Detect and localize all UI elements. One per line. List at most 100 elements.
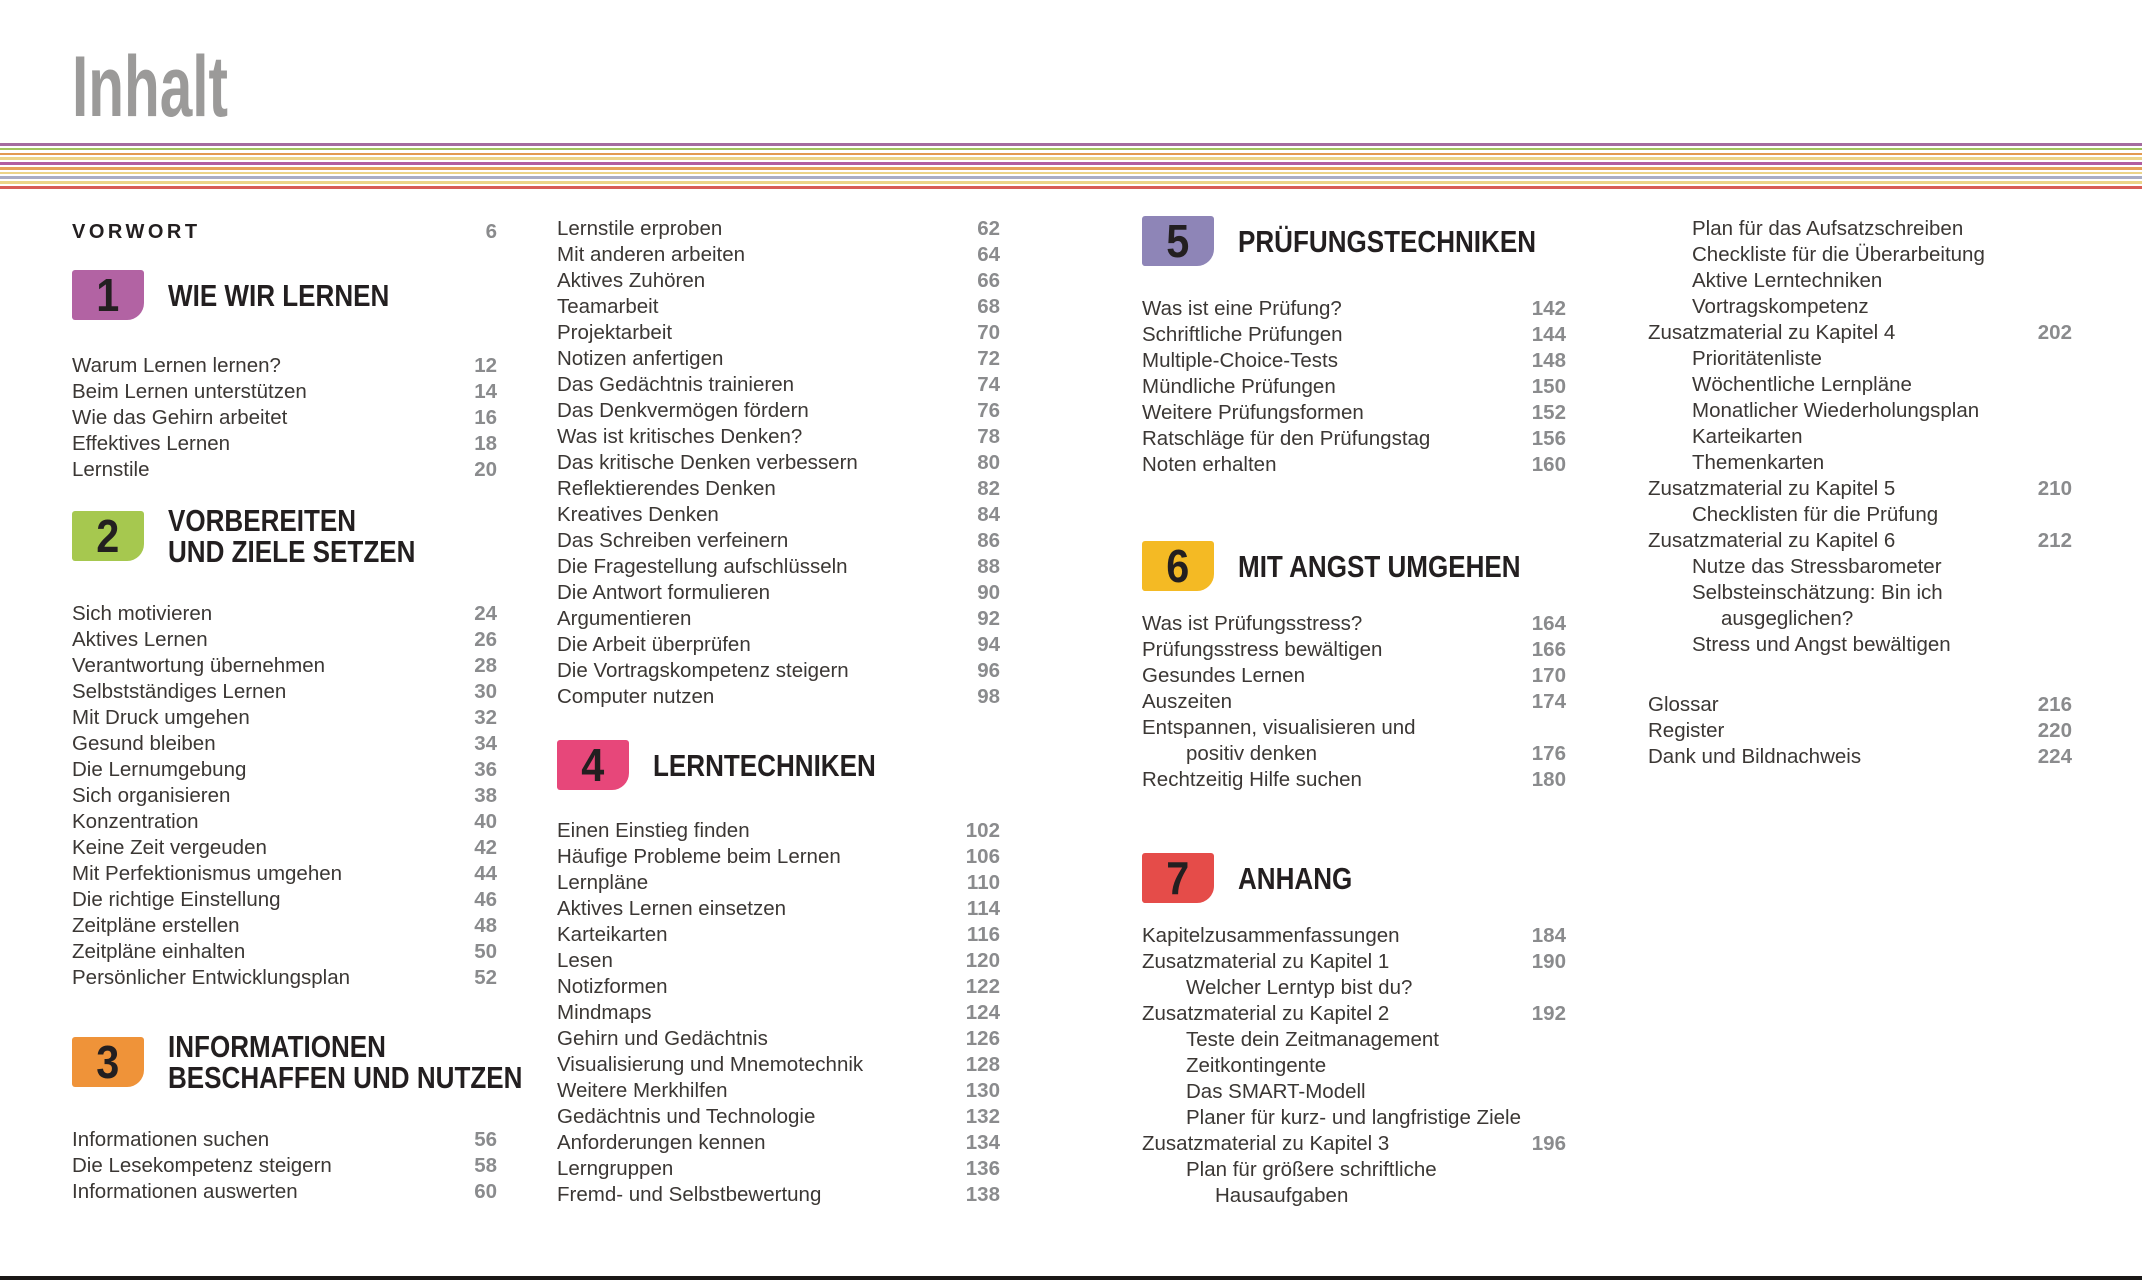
toc-entry: Lernstile 20: [72, 457, 497, 483]
toc-entry-label: Warum Lernen lernen?: [72, 354, 281, 377]
toc-entry-label: Notizformen: [557, 975, 668, 998]
toc-entry: Die richtige Einstellung 46: [72, 887, 497, 913]
toc-entry: Die Fragestellung aufschlüsseln 88: [557, 554, 1000, 580]
toc-entry-label: Glossar: [1648, 693, 1719, 716]
toc-entry-page-number: 80: [977, 451, 1000, 474]
toc-entry-label: Zusatzmaterial zu Kapitel 3: [1142, 1132, 1390, 1155]
vorwort-entries: VORWORT 6: [72, 219, 497, 245]
toc-entry-page-number: 38: [474, 784, 497, 807]
toc-entry-label: Plan für das Aufsatzschreiben: [1692, 217, 1964, 240]
chapter-3-badge: 3: [72, 1037, 144, 1087]
toc-entry: Keine Zeit vergeuden 42: [72, 835, 497, 861]
toc-entry-page-number: 32: [474, 706, 497, 729]
toc-entry: Zeitpläne erstellen 48: [72, 913, 497, 939]
toc-entry-label: Checklisten für die Prüfung: [1692, 503, 1939, 526]
chapter-6-badge: 6: [1142, 541, 1214, 591]
chapter-title-line: VORBEREITEN: [168, 503, 357, 538]
toc-entry: Lesen 120: [557, 948, 1000, 974]
toc-entry-label: Verantwortung übernehmen: [72, 654, 326, 677]
toc-entry-page-number: 116: [966, 923, 1000, 946]
stripe-2: [0, 147, 2142, 151]
toc-entry-label: Kreatives Denken: [557, 503, 719, 526]
toc-entry-label: Aktive Lerntechniken: [1692, 269, 1883, 292]
toc-entry-label: Dank und Bildnachweis: [1648, 745, 1862, 768]
toc-entry-label: Multiple-Choice-Tests: [1142, 349, 1338, 372]
toc-entry-page-number: 12: [474, 354, 497, 377]
toc-entry: Zeitpläne einhalten 50: [72, 939, 497, 965]
toc-entry-page-number: 60: [474, 1180, 497, 1203]
toc-entry-label: Computer nutzen: [557, 685, 715, 708]
stripe-1: [0, 143, 2142, 146]
toc-entry-page-number: 70: [977, 321, 1000, 344]
toc-entry: Karteikarten: [1648, 424, 2072, 450]
toc-entry-label: Schriftliche Prüfungen: [1142, 323, 1343, 346]
toc-entry-label: Noten erhalten: [1142, 453, 1277, 476]
toc-entry: Die Arbeit überprüfen 94: [557, 632, 1000, 658]
toc-entry-label: Weitere Prüfungsformen: [1142, 401, 1364, 424]
stripe-3: [0, 152, 2142, 156]
chapter-5-entries: Was ist eine Prüfung? 142 Schriftliche Prü…: [1142, 296, 1566, 478]
toc-entry-page-number: 122: [965, 975, 1000, 998]
toc-entry: Häufige Probleme beim Lernen 106: [557, 844, 1000, 870]
toc-entry: Argumentieren 92: [557, 606, 1000, 632]
toc-entry-page-number: 114: [966, 897, 1000, 920]
toc-entry-label: VORWORT: [72, 221, 201, 243]
toc-entry: Checkliste für die Überarbeitung: [1648, 242, 2072, 268]
toc-entry-label: Anforderungen kennen: [557, 1131, 766, 1154]
chapter-7-badge: 7: [1142, 853, 1214, 903]
chapter-4-header: 4 LERNTECHNIKEN: [557, 740, 1000, 790]
chapter-title: PRÜFUNGSTECHNIKEN: [1238, 226, 1536, 257]
chapter-5-badge: 5: [1142, 216, 1214, 266]
toc-entry: Gesundes Lernen 170: [1142, 663, 1566, 689]
chapter-3-entries: Informationen suchen 56 Die Lesekompetenz …: [72, 1127, 497, 1205]
toc-entry: Lerngruppen 136: [557, 1156, 1000, 1182]
toc-entry-page-number: 130: [965, 1079, 1000, 1102]
toc-entry-label: Das Denkvermögen fördern: [557, 399, 809, 422]
toc-entry-label: Zusatzmaterial zu Kapitel 6: [1648, 529, 1896, 552]
toc-entry-label: Prüfungsstress bewältigen: [1142, 638, 1383, 661]
toc-entry: Effektives Lernen 18: [72, 431, 497, 457]
toc-entry: Das Denkvermögen fördern 76: [557, 398, 1000, 424]
toc-entry-page-number: 120: [965, 949, 1000, 972]
toc-entry: Entspannen, visualisieren und: [1142, 715, 1566, 741]
toc-entry-page-number: 64: [977, 243, 1000, 266]
toc-entry: Themenkarten: [1648, 450, 2072, 476]
toc-entry-label: Das Gedächtnis trainieren: [557, 373, 795, 396]
toc-entry: Prüfungsstress bewältigen 166: [1142, 637, 1566, 663]
toc-entry: Welcher Lerntyp bist du?: [1142, 975, 1566, 1001]
toc-entry: Auszeiten 174: [1142, 689, 1566, 715]
toc-entry: Gehirn und Gedächtnis 126: [557, 1026, 1000, 1052]
toc-entry-label: Lernstile erproben: [557, 217, 723, 240]
toc-entry-label: Prioritätenliste: [1692, 347, 1822, 370]
toc-entry-label: Effektives Lernen: [72, 432, 231, 455]
toc-entry-label: Informationen suchen: [72, 1128, 270, 1151]
stripe-5: [0, 162, 2142, 165]
toc-entry-label: Gedächtnis und Technologie: [557, 1105, 816, 1128]
toc-entry: Gedächtnis und Technologie 132: [557, 1104, 1000, 1130]
toc-entry: Persönlicher Entwicklungsplan 52: [72, 965, 497, 991]
toc-entry-label: Die Lesekompetenz steigern: [72, 1154, 332, 1177]
toc-entry: Aktives Zuhören 66: [557, 268, 1000, 294]
toc-entry-label: Fremd- und Selbstbewertung: [557, 1183, 822, 1206]
toc-entry: Glossar 216: [1648, 692, 2072, 718]
toc-entry-label: Mindmaps: [557, 1001, 652, 1024]
toc-entry-label: ausgeglichen?: [1721, 607, 1854, 630]
toc-entry-label: Häufige Probleme beim Lernen: [557, 845, 841, 868]
toc-entry-page-number: 224: [2037, 745, 2072, 768]
toc-entry: Aktives Lernen 26: [72, 627, 497, 653]
toc-entry-page-number: 48: [474, 914, 497, 937]
toc-entry-label: Mündliche Prüfungen: [1142, 375, 1336, 398]
toc-entry: Kreatives Denken 84: [557, 502, 1000, 528]
toc-entry-label: Kapitelzusammenfassungen: [1142, 924, 1400, 947]
toc-entry-label: Gesundes Lernen: [1142, 664, 1305, 687]
toc-entry: ausgeglichen?: [1648, 606, 2072, 632]
toc-entry: Rechtzeitig Hilfe suchen 180: [1142, 767, 1566, 793]
chapter-2-header: 2 VORBEREITEN UND ZIELE SETZEN: [72, 505, 497, 567]
toc-entry-label: Die richtige Einstellung: [72, 888, 281, 911]
toc-entry: Fremd- und Selbstbewertung 138: [557, 1182, 1000, 1208]
toc-entry-label: Mit anderen arbeiten: [557, 243, 746, 266]
toc-entry-label: Reflektierendes Denken: [557, 477, 776, 500]
chapter-title: INFORMATIONEN BESCHAFFEN UND NUTZEN: [168, 1031, 522, 1093]
toc-entry: Nutze das Stressbarometer: [1648, 554, 2072, 580]
